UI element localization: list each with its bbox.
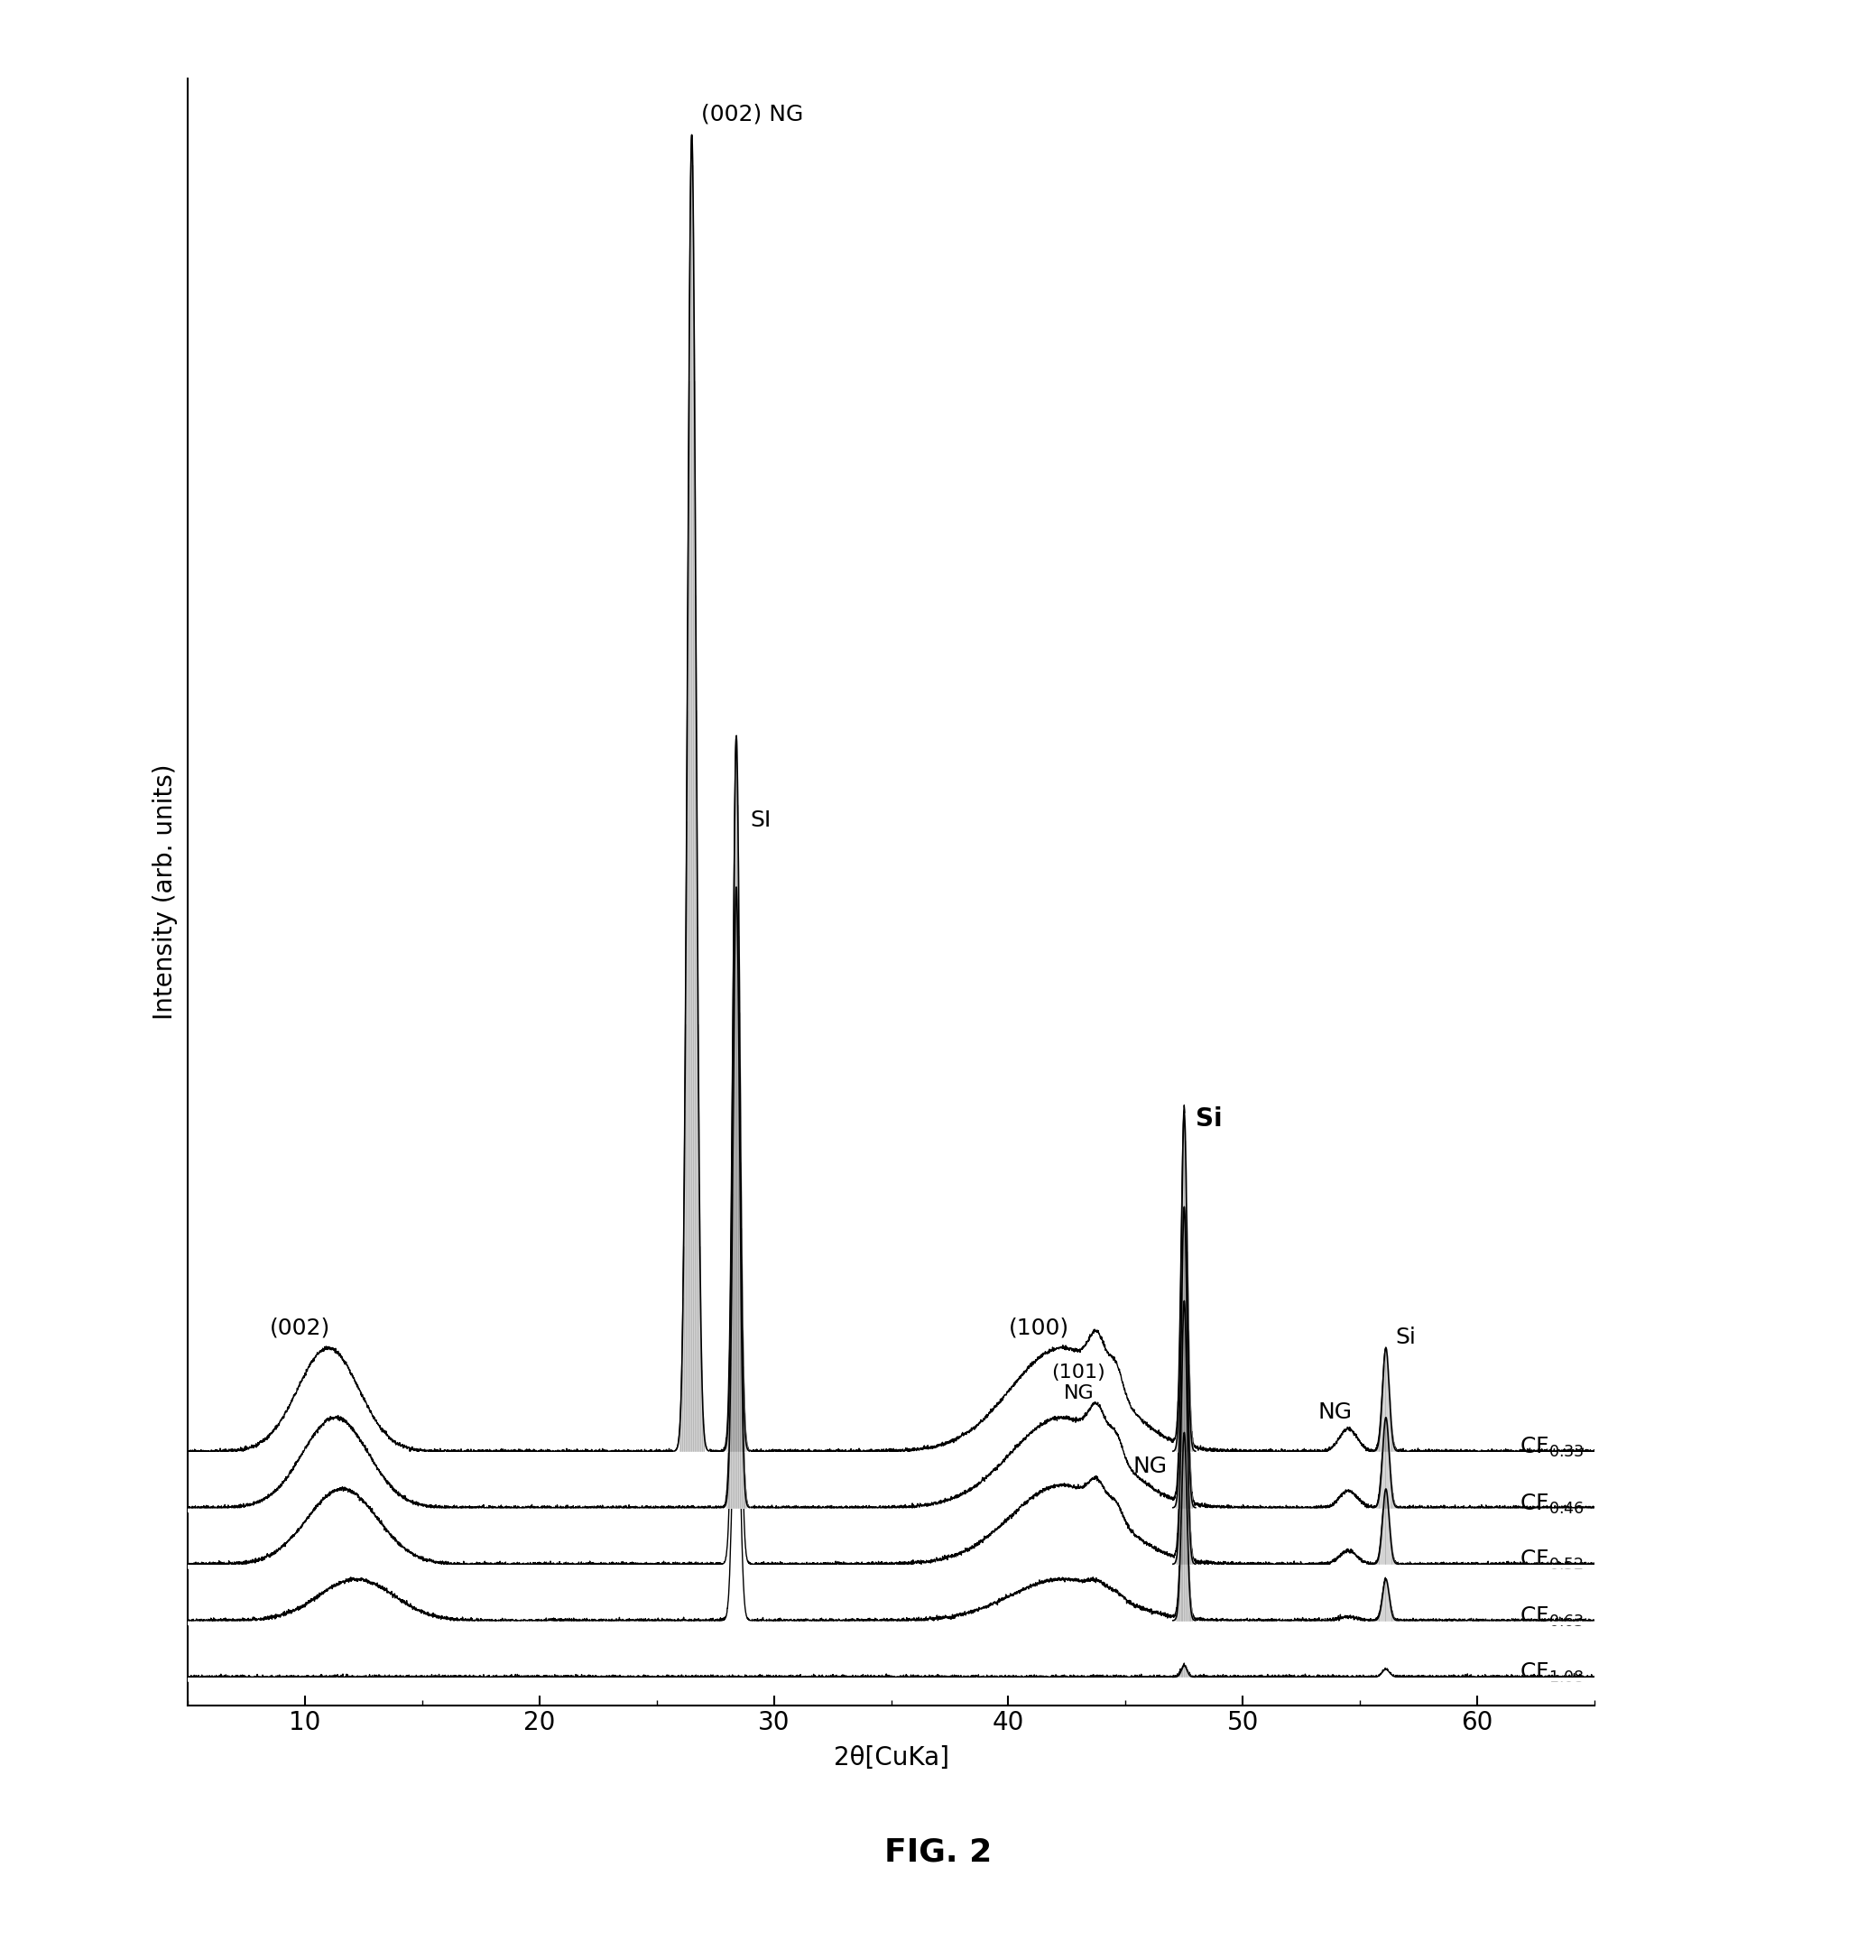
Text: (101)
NG: (101) NG [1052,1364,1105,1403]
Text: FIG. 2: FIG. 2 [884,1837,992,1868]
Text: (100): (100) [1009,1317,1069,1339]
Text: CF$_{0.33}$: CF$_{0.33}$ [1520,1437,1583,1460]
Text: NG: NG [1133,1456,1167,1478]
Text: SI: SI [750,809,771,831]
Y-axis label: Intensity (arb. units): Intensity (arb. units) [152,764,178,1019]
Text: CF$_{0.46}$: CF$_{0.46}$ [1520,1492,1585,1515]
Text: CF$_{0.63}$: CF$_{0.63}$ [1520,1605,1583,1629]
Text: NG: NG [1317,1401,1353,1423]
Text: (002): (002) [270,1317,330,1339]
X-axis label: 2θ[CuKa]: 2θ[CuKa] [833,1744,949,1770]
Text: CF$_{1.08}$: CF$_{1.08}$ [1520,1662,1585,1686]
Text: Si: Si [1197,1105,1223,1131]
Text: (002) NG: (002) NG [702,104,803,125]
Text: CF$_{0.52}$: CF$_{0.52}$ [1520,1548,1583,1572]
Text: Si: Si [1396,1327,1416,1348]
